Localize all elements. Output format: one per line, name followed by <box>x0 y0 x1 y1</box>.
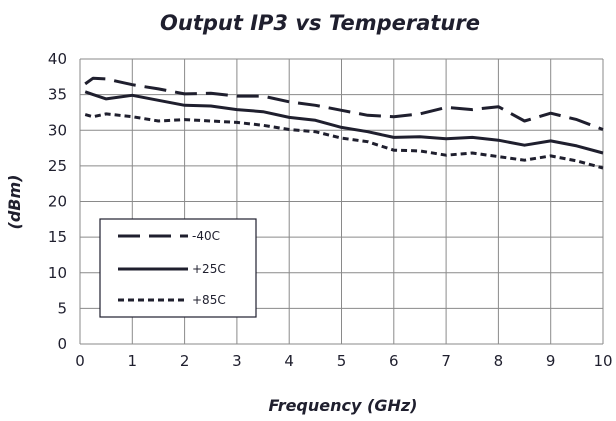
series-line-0 <box>84 76 604 131</box>
x-tick-label: 5 <box>337 352 347 370</box>
x-tick-label: 6 <box>389 352 399 370</box>
y-tick-label: 5 <box>57 299 67 317</box>
y-tick-label: 30 <box>48 121 67 139</box>
x-tick-label: 3 <box>232 352 242 370</box>
x-tick-label: 4 <box>284 352 294 370</box>
x-tick-label: 9 <box>546 352 556 370</box>
series-line-1 <box>84 90 604 155</box>
tick-labels: 0 1 2 3 4 5 6 7 8 9 10 0 5 10 15 20 25 30 35 40 <box>48 50 613 370</box>
x-tick-label: 7 <box>441 352 451 370</box>
series-layer <box>84 76 604 170</box>
y-tick-label: 40 <box>48 50 67 68</box>
y-tick-label: 15 <box>48 228 67 246</box>
legend-label-2: +85C <box>192 293 226 307</box>
x-tick-label: 2 <box>180 352 190 370</box>
legend-label-0: -40C <box>192 229 220 243</box>
x-tick-label: 1 <box>128 352 138 370</box>
legend: -40C +25C +85C <box>99 218 257 318</box>
x-tick-label: 10 <box>593 352 612 370</box>
gridlines <box>79 58 604 345</box>
y-tick-label: 10 <box>48 264 67 282</box>
y-axis-label: (dBm) <box>5 175 24 230</box>
series-line-2 <box>84 112 604 170</box>
y-tick-label: 25 <box>48 157 67 175</box>
legend-label-1: +25C <box>192 262 226 276</box>
y-tick-label: 0 <box>57 335 67 353</box>
y-tick-label: 35 <box>48 86 67 104</box>
chart-title: Output IP3 vs Temperature <box>160 11 480 35</box>
y-tick-label: 20 <box>48 193 67 211</box>
x-tick-label: 0 <box>75 352 85 370</box>
x-tick-label: 8 <box>494 352 504 370</box>
x-axis-label: Frequency (GHz) <box>269 396 418 415</box>
